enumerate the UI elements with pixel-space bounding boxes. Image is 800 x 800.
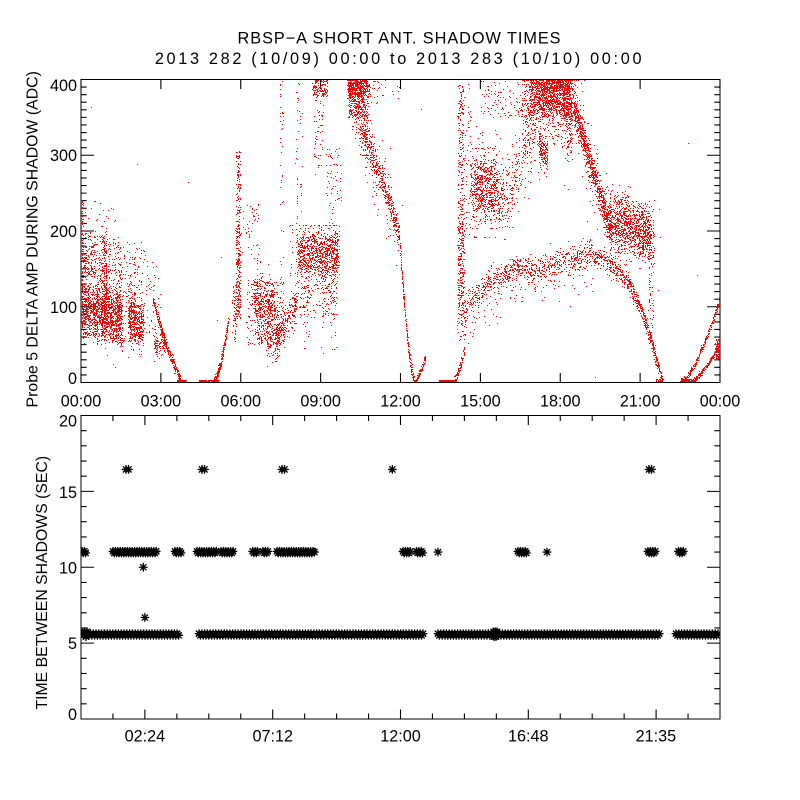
svg-text:16:48: 16:48 [508,728,549,746]
svg-text:5: 5 [68,635,77,653]
svg-text:18:00: 18:00 [540,393,581,411]
svg-text:06:00: 06:00 [220,393,261,411]
svg-text:07:12: 07:12 [252,728,293,746]
svg-text:Probe 5 DELTA AMP DURING SHADO: Probe 5 DELTA AMP DURING SHADOW (ADC) [24,71,41,407]
svg-text:2013 282 (10/09) 00:00 to 2013: 2013 282 (10/09) 00:00 to 2013 283 (10/1… [155,50,644,68]
svg-text:100: 100 [50,299,77,317]
svg-text:0: 0 [68,706,77,724]
svg-text:02:24: 02:24 [125,728,166,746]
svg-text:TIME BETWEEN SHADOWS (SEC): TIME BETWEEN SHADOWS (SEC) [34,456,51,710]
svg-text:00:00: 00:00 [61,393,102,411]
svg-text:10: 10 [59,559,77,577]
svg-text:RBSP−A SHORT ANT. SHADOW TIMES: RBSP−A SHORT ANT. SHADOW TIMES [238,30,562,48]
svg-text:15: 15 [59,484,77,502]
svg-text:200: 200 [50,223,77,241]
svg-text:12:00: 12:00 [380,728,421,746]
svg-text:21:35: 21:35 [636,728,677,746]
svg-text:09:00: 09:00 [300,393,341,411]
svg-text:15:00: 15:00 [460,393,501,411]
svg-text:400: 400 [50,77,77,95]
svg-text:03:00: 03:00 [141,393,182,411]
svg-text:12:00: 12:00 [380,393,421,411]
svg-text:300: 300 [50,147,77,165]
svg-text:20: 20 [59,413,77,431]
svg-text:21:00: 21:00 [620,393,661,411]
svg-text:0: 0 [68,370,77,388]
svg-text:00:00: 00:00 [700,393,741,411]
